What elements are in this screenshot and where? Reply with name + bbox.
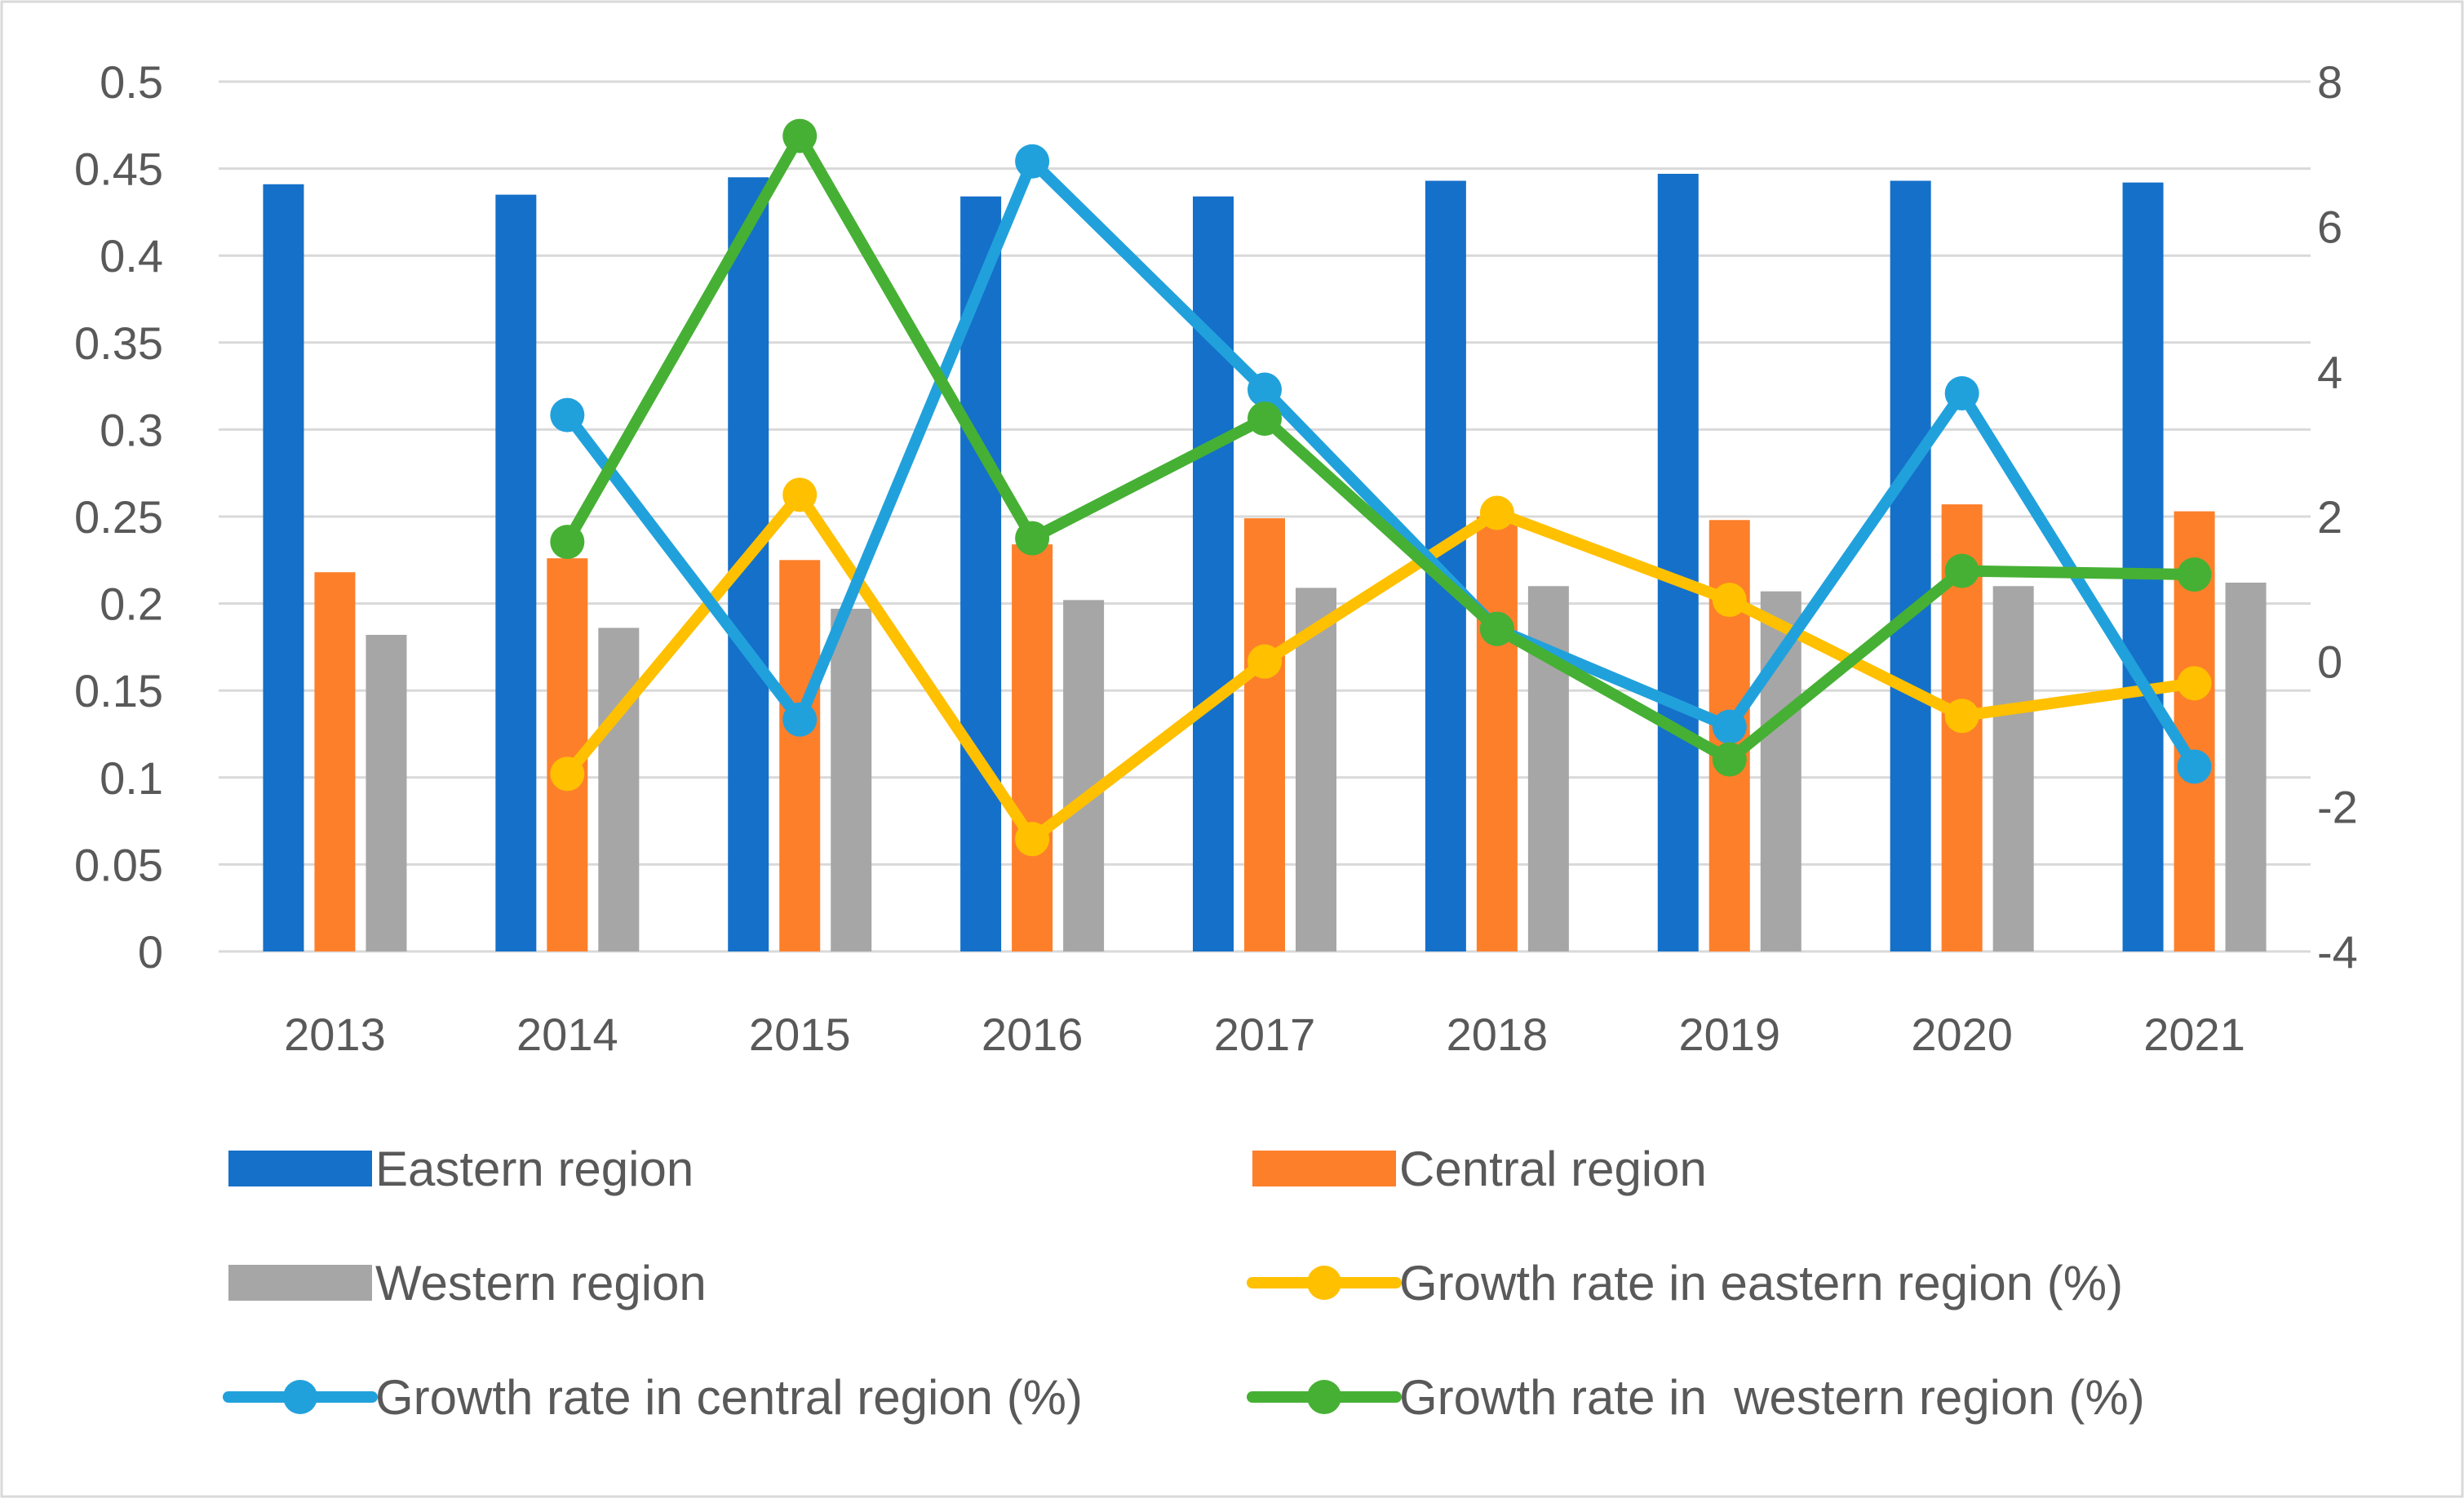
eastern-bar (495, 194, 537, 951)
western-bar (1063, 600, 1105, 951)
western-bar (366, 634, 407, 951)
eastern-growth-point (2177, 666, 2212, 701)
right-tick-label: 8 (2317, 56, 2342, 108)
eastern-bar (1193, 196, 1234, 951)
central-growth-point (782, 702, 818, 737)
right-tick-label: -4 (2317, 926, 2358, 978)
central-growth-point (1944, 375, 1979, 410)
x-tick-label: 2021 (2143, 1009, 2245, 1060)
western-bar (2225, 583, 2267, 951)
legend-label: Western region (375, 1256, 707, 1311)
central-growth-point (1712, 709, 1747, 744)
left-tick-label: 0.1 (100, 752, 163, 804)
eastern-growth-point (1712, 583, 1747, 618)
left-tick-label: 0.4 (100, 230, 163, 282)
left-tick-label: 0 (138, 926, 163, 978)
central-growth-point (550, 397, 585, 432)
western-growth-point (2177, 557, 2212, 592)
eastern-bar (2122, 182, 2164, 951)
western-bar (598, 628, 640, 951)
eastern-bar (263, 184, 304, 952)
legend-marker (1307, 1266, 1341, 1300)
western-growth-point (550, 525, 585, 560)
right-axis: -4 -2 0 2 4 6 8 (2317, 56, 2358, 978)
eastern-growth-point (550, 756, 585, 792)
x-tick-label: 2019 (1678, 1009, 1780, 1060)
legend-swatch (1252, 1151, 1396, 1186)
x-tick-label: 2015 (749, 1009, 851, 1060)
central-bar (1244, 518, 1285, 951)
legend-label: Growth rate in central region (%) (375, 1370, 1083, 1425)
x-tick-label: 2013 (284, 1009, 386, 1060)
legend: Eastern region Central region Western regi… (223, 1142, 2145, 1425)
central-growth-point (2177, 749, 2212, 784)
eastern-growth-point (1944, 698, 1979, 734)
right-tick-label: 2 (2317, 491, 2342, 543)
eastern-growth-point (1479, 495, 1514, 530)
x-tick-label: 2020 (1911, 1009, 2013, 1060)
eastern-growth-point (782, 477, 818, 512)
eastern-bar (1657, 173, 1699, 952)
x-tick-label: 2014 (516, 1009, 618, 1060)
left-tick-label: 0.35 (74, 317, 163, 369)
central-growth-point (1015, 144, 1050, 179)
left-tick-label: 0.05 (74, 839, 163, 890)
central-growth-point (1248, 372, 1282, 407)
legend-label: Growth rate in western region (%) (1399, 1370, 2145, 1425)
central-bar (779, 560, 821, 951)
western-growth-point (1015, 521, 1050, 556)
eastern-bar (1890, 180, 1931, 952)
western-growth-point (1479, 611, 1514, 646)
legend-label: Growth rate in eastern region (%) (1399, 1256, 2123, 1311)
legend-marker (283, 1380, 317, 1414)
western-growth-point (782, 118, 818, 153)
left-tick-label: 0.2 (100, 579, 163, 630)
left-tick-label: 0.5 (100, 56, 163, 108)
legend-label: Eastern region (375, 1142, 694, 1196)
left-axis: 0 0.05 0.1 0.15 0.2 0.25 0.3 0.35 0.4 0.45 0.5 (74, 56, 163, 978)
right-tick-label: 4 (2317, 346, 2342, 397)
central-bar (314, 572, 356, 951)
western-bar (1296, 588, 1336, 951)
legend-swatch (228, 1265, 372, 1301)
western-growth-point (1712, 742, 1747, 777)
eastern-growth-line (561, 489, 2200, 845)
legend-marker (1307, 1380, 1341, 1414)
left-tick-label: 0.15 (74, 665, 163, 716)
x-axis: 2013 2014 2015 2016 2017 2018 2019 2020 2021 (284, 1009, 2245, 1060)
central-bar (1012, 544, 1053, 951)
x-tick-label: 2016 (982, 1009, 1084, 1060)
eastern-growth-point (1015, 822, 1050, 857)
right-tick-label: 0 (2317, 636, 2342, 688)
left-tick-label: 0.25 (74, 491, 163, 543)
line-series (550, 118, 2212, 857)
eastern-growth-point (1248, 644, 1282, 679)
central-bar (1476, 517, 1518, 951)
right-tick-label: 6 (2317, 202, 2342, 253)
western-growth-point (1248, 401, 1282, 437)
x-tick-label: 2017 (1214, 1009, 1316, 1060)
left-tick-label: 0.45 (74, 144, 163, 195)
x-tick-label: 2018 (1447, 1009, 1549, 1060)
western-bar (1992, 586, 2034, 951)
right-tick-label: -2 (2317, 781, 2358, 832)
western-growth-point (1944, 553, 1979, 588)
central-growth-line (561, 155, 2200, 773)
western-bar (831, 608, 872, 951)
legend-swatch (228, 1151, 372, 1186)
legend-label: Central region (1399, 1142, 1707, 1196)
left-tick-label: 0.3 (100, 404, 163, 455)
western-growth-line (561, 130, 2200, 765)
